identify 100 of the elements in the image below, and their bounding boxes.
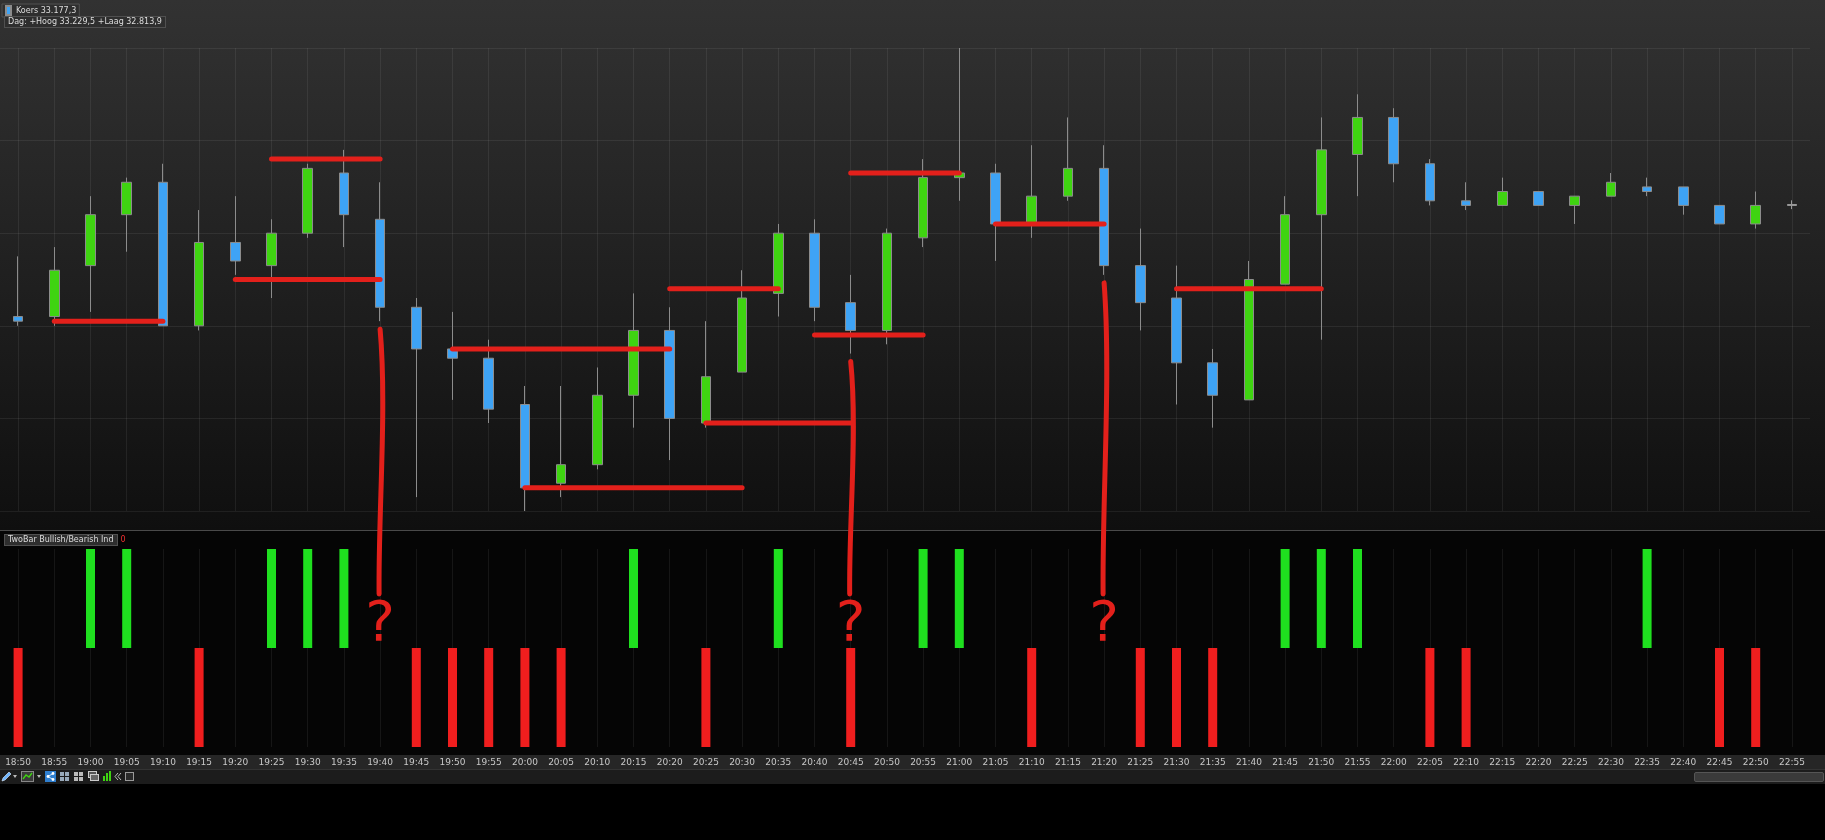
candlestick <box>1063 116 1073 202</box>
candlestick <box>1714 204 1725 225</box>
x-tick-label: 19:55 <box>475 756 502 767</box>
x-tick-label: 22:10 <box>1453 756 1480 767</box>
candlestick <box>121 177 132 253</box>
candlestick <box>447 311 458 401</box>
candlestick <box>85 195 96 313</box>
candlestick <box>628 292 639 429</box>
x-tick-label: 21:55 <box>1344 756 1371 767</box>
candlestick <box>230 195 241 276</box>
x-tick-label: 20:30 <box>729 756 756 767</box>
x-tick-label: 19:00 <box>77 756 104 767</box>
annotation: ? <box>1089 588 1119 653</box>
candlestick <box>1425 158 1435 206</box>
x-tick-label: 20:55 <box>910 756 937 767</box>
candlestick <box>954 47 965 202</box>
x-tick-label: 22:45 <box>1706 756 1733 767</box>
candlestick <box>1569 195 1580 225</box>
candlestick <box>918 158 928 248</box>
x-tick-label: 21:15 <box>1054 756 1081 767</box>
candlestick <box>990 163 1001 262</box>
candlestick <box>1497 177 1508 206</box>
x-tick-label: 22:15 <box>1489 756 1516 767</box>
candlestick <box>483 339 494 424</box>
candlestick <box>1678 186 1689 216</box>
candlestick <box>302 163 313 239</box>
x-tick-label: 20:45 <box>837 756 864 767</box>
candlestick <box>592 366 603 470</box>
x-tick-label: 21:40 <box>1235 756 1263 767</box>
x-tick-label: 20:10 <box>584 756 611 767</box>
candlestick <box>1606 172 1616 197</box>
x-tick-label: 21:45 <box>1272 756 1299 767</box>
x-tick-label: 20:05 <box>548 756 575 767</box>
chart-title: TwoBar Bullish/Bearish Ind <box>4 534 118 546</box>
candlestick <box>1388 107 1399 183</box>
candlestick <box>1135 228 1146 331</box>
text: Dag: +Hoog 33.229,5 +Laag 32.813,9 <box>4 16 166 28</box>
candlestick <box>664 306 675 461</box>
candlestick <box>520 385 530 512</box>
annotation: ? <box>835 588 866 653</box>
x-tick-label: 21:25 <box>1127 756 1154 767</box>
x-tick-label: 20:35 <box>765 756 792 767</box>
x-tick-label: 18:50 <box>5 756 32 767</box>
annotation: ? <box>365 588 395 653</box>
x-tick-label: 19:35 <box>330 756 357 767</box>
x-tick-label: 20:25 <box>692 756 719 767</box>
x-tick-label: 19:50 <box>439 756 466 767</box>
candlestick <box>49 246 60 327</box>
candlestick <box>1352 93 1363 197</box>
x-tick-label: 22:55 <box>1778 756 1805 767</box>
x-tick-label: 20:40 <box>801 756 828 767</box>
x-tick-label: 22:25 <box>1561 756 1588 767</box>
x-tick-label: 19:25 <box>258 756 285 767</box>
candlestick <box>882 228 892 345</box>
candlestick <box>1750 191 1761 230</box>
x-tick-label: 19:20 <box>222 756 249 767</box>
candlestick <box>845 274 856 355</box>
x-tick-label: 20:50 <box>873 756 901 767</box>
x-tick-label: 19:40 <box>367 756 394 767</box>
x-tick-label: 22:50 <box>1742 756 1769 767</box>
legend-label: Koers 33.177,3 <box>16 6 77 15</box>
x-tick-label: 19:15 <box>186 756 213 767</box>
x-tick-label: 20:20 <box>656 756 683 767</box>
candlestick <box>1171 265 1182 406</box>
x-tick-label: 21:10 <box>1018 756 1045 767</box>
x-tick-label: 21:30 <box>1163 756 1190 767</box>
candlestick <box>339 149 349 248</box>
x-tick-label: 18:55 <box>41 756 68 767</box>
candlestick <box>1099 144 1109 276</box>
x-tick-label: 22:30 <box>1597 756 1625 767</box>
candlestick <box>1642 177 1652 197</box>
candlestick <box>1787 199 1797 210</box>
x-tick-label: 19:30 <box>294 756 321 767</box>
candlestick <box>158 163 168 327</box>
candlestick <box>773 223 784 318</box>
x-tick-label: 22:35 <box>1634 756 1661 767</box>
x-tick-label: 22:05 <box>1416 756 1443 767</box>
candlestick <box>411 297 422 498</box>
x-tick-label: 22:00 <box>1380 756 1407 767</box>
candlestick <box>1244 260 1254 401</box>
text: 0 <box>120 535 126 545</box>
candlestick <box>737 269 747 373</box>
candlestick <box>266 218 277 299</box>
x-tick-label: 22:20 <box>1525 756 1552 767</box>
candlestick <box>701 320 711 429</box>
candlestick <box>1280 195 1290 285</box>
x-tick-label: 22:40 <box>1670 756 1697 767</box>
x-tick-label: 19:05 <box>113 756 140 767</box>
candlestick <box>1316 116 1327 341</box>
x-tick-label: 21:00 <box>946 756 973 767</box>
candlestick <box>194 209 204 331</box>
x-tick-label: 21:05 <box>982 756 1009 767</box>
candlestick <box>13 255 23 327</box>
candlestick <box>1533 191 1544 206</box>
candlestick <box>375 181 385 322</box>
x-tick-label: 21:35 <box>1199 756 1226 767</box>
candlestick <box>809 218 820 322</box>
x-tick-label: 20:15 <box>620 756 647 767</box>
candlestick <box>1026 144 1037 239</box>
x-tick-label: 20:00 <box>511 756 539 767</box>
